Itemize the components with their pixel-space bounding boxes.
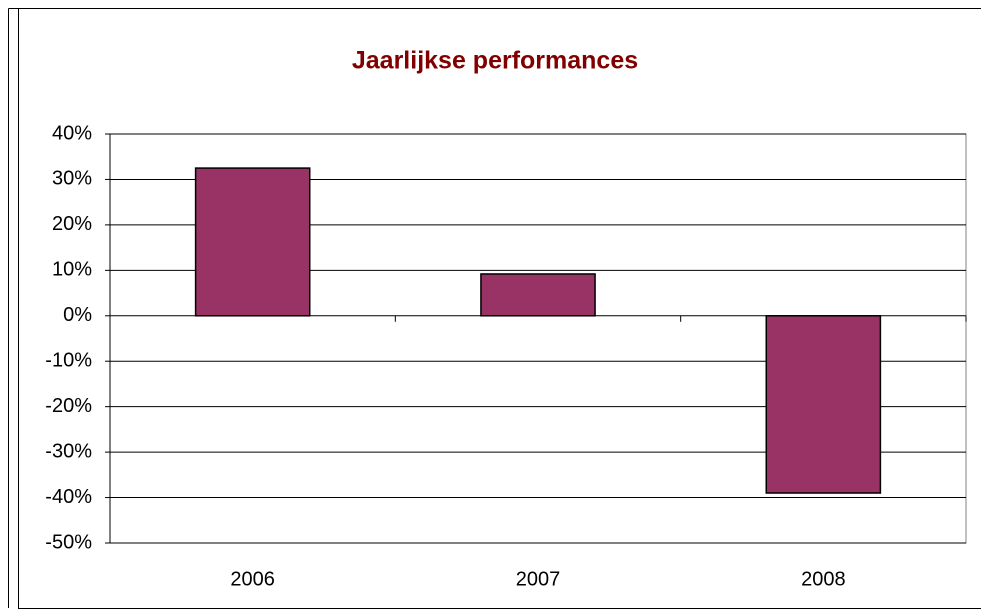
- bar: [480, 273, 596, 317]
- y-tick-label: 10%: [52, 259, 92, 281]
- y-tick-label: 30%: [52, 168, 92, 190]
- bar: [194, 167, 311, 317]
- y-tick-label: 20%: [52, 213, 92, 235]
- x-tick-label: 2007: [516, 568, 561, 590]
- y-tick-label: -50%: [45, 531, 92, 553]
- y-tick-label: 0%: [63, 304, 92, 326]
- bar: [765, 315, 882, 494]
- x-tick-label: 2008: [801, 568, 846, 590]
- y-tick-label: -30%: [45, 440, 92, 462]
- y-tick-label: -40%: [45, 486, 92, 508]
- x-tick-label: 2006: [230, 568, 275, 590]
- y-tick-label: 40%: [52, 122, 92, 144]
- chart-title: Jaarlijkse performances: [352, 47, 638, 75]
- y-tick-label: -10%: [45, 350, 92, 372]
- y-tick-label: -20%: [45, 395, 92, 417]
